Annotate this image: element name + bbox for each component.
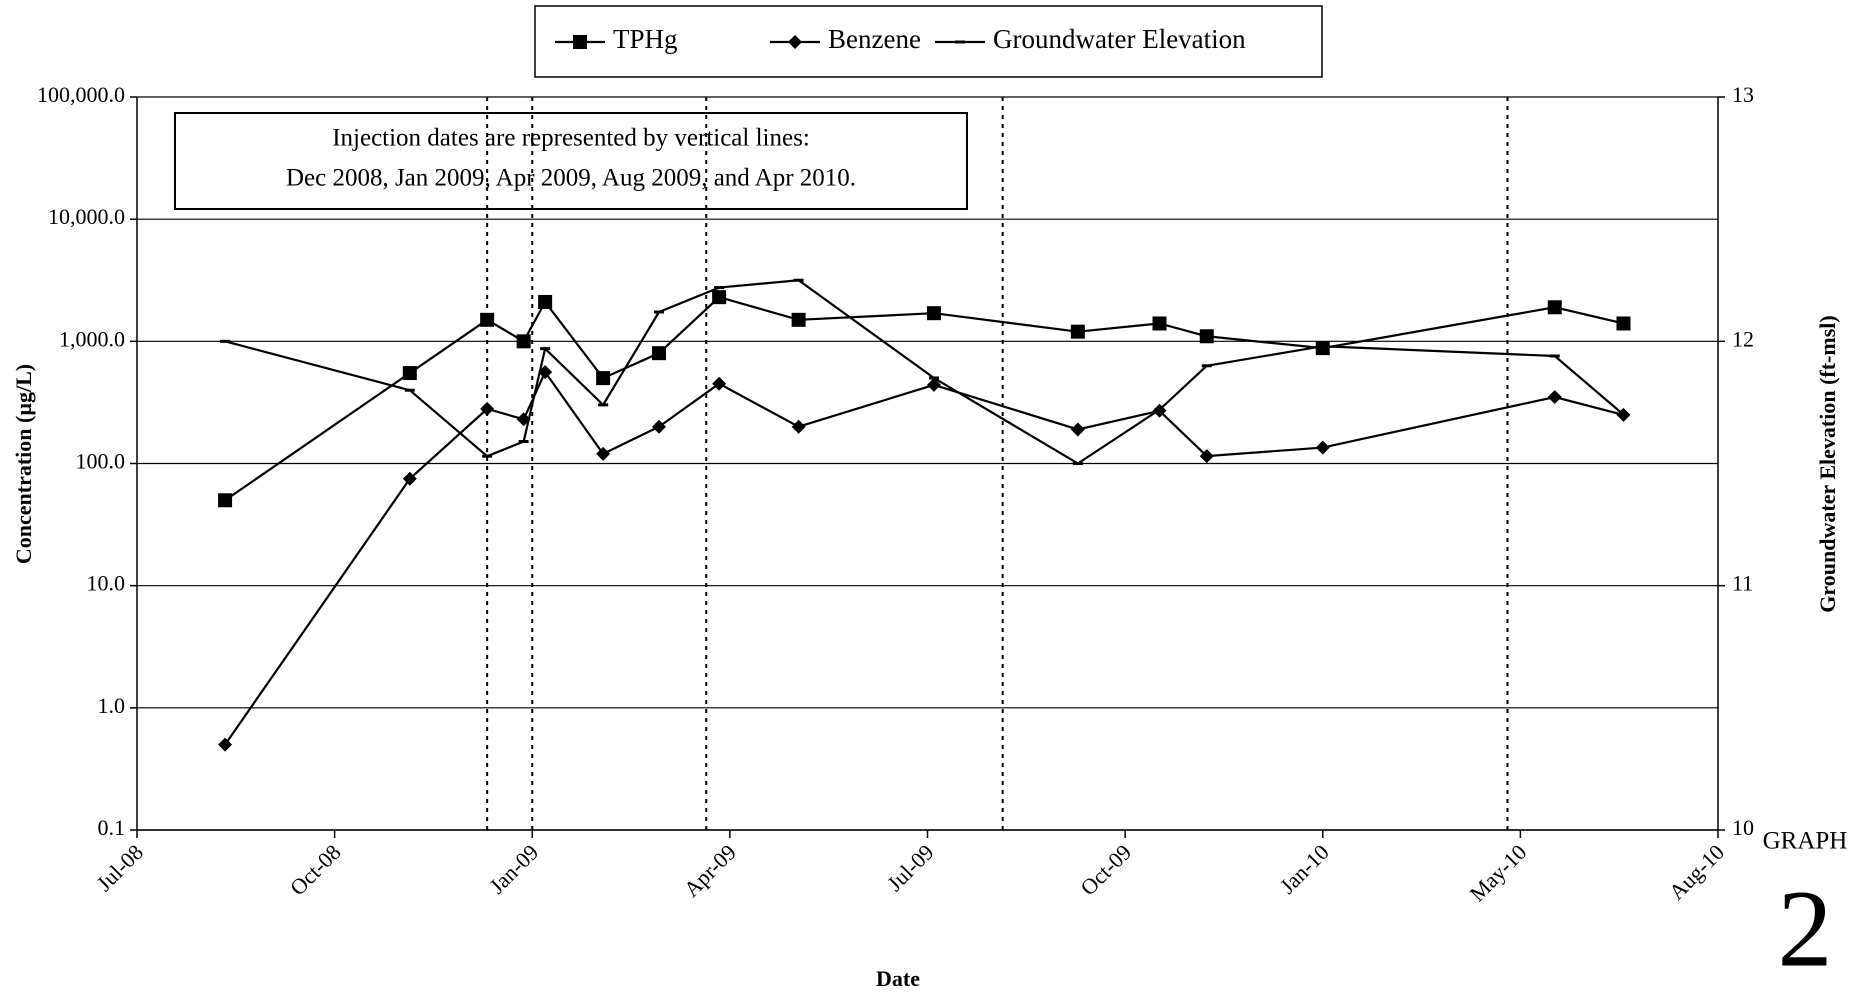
marker <box>1315 341 1330 356</box>
marker <box>518 440 529 444</box>
marker <box>1199 449 1214 464</box>
marker <box>1199 329 1214 344</box>
marker <box>218 737 233 752</box>
y2-tick-label: 10 <box>1732 815 1754 840</box>
marker <box>791 419 806 434</box>
marker <box>1549 354 1560 358</box>
legend-label: Benzene <box>828 24 921 54</box>
y-tick-label: 10.0 <box>87 571 126 596</box>
marker <box>218 493 233 508</box>
marker <box>596 371 611 386</box>
marker <box>1315 440 1330 455</box>
graph-number: 2 <box>1778 867 1833 989</box>
marker <box>540 347 551 351</box>
marker <box>793 278 804 282</box>
marker <box>926 377 941 392</box>
marker <box>402 471 417 486</box>
x-tick-label: Apr-09 <box>679 839 741 901</box>
marker <box>788 35 802 49</box>
y2-tick-label: 13 <box>1732 82 1754 107</box>
marker <box>1152 316 1167 331</box>
x-axis-label: Date <box>876 966 920 991</box>
x-tick-label: Oct-08 <box>285 839 346 900</box>
y2-axis-label: Groundwater Elevation (ft-msl) <box>1815 315 1840 612</box>
x-tick-label: Aug-10 <box>1664 839 1729 904</box>
series-line <box>224 295 1624 502</box>
marker <box>516 334 531 349</box>
marker <box>651 346 666 361</box>
marker <box>714 286 725 290</box>
x-tick-label: Jan-09 <box>484 839 543 898</box>
y-tick-label: 100,000.0 <box>37 82 125 107</box>
marker <box>1618 413 1629 417</box>
marker <box>220 339 231 343</box>
marker <box>651 419 666 434</box>
marker <box>1070 422 1085 437</box>
legend-box <box>534 5 1323 78</box>
y2-tick-label: 11 <box>1732 571 1753 596</box>
marker <box>538 294 553 309</box>
marker <box>480 401 495 416</box>
annotation-line: Injection dates are represented by verti… <box>332 125 810 152</box>
series-line <box>224 369 1624 746</box>
marker <box>596 446 611 461</box>
marker <box>1317 344 1328 348</box>
y2-tick-label: 12 <box>1732 326 1754 351</box>
marker <box>1072 462 1083 465</box>
x-tick-label: Jul-08 <box>92 839 149 896</box>
x-tick-label: Jul-09 <box>882 839 939 896</box>
marker <box>928 376 939 380</box>
y-tick-label: 10,000.0 <box>48 204 125 229</box>
marker <box>404 388 415 392</box>
y-tick-label: 100.0 <box>76 449 126 474</box>
x-tick-label: May-10 <box>1465 839 1532 906</box>
marker <box>598 403 609 407</box>
marker <box>712 376 727 391</box>
x-tick-label: Oct-09 <box>1075 839 1136 900</box>
marker <box>1201 364 1212 368</box>
y-tick-label: 0.1 <box>98 815 126 840</box>
x-tick-label: Jan-10 <box>1275 839 1334 898</box>
marker <box>712 290 727 305</box>
y-axis-label: Concentration (µg/L) <box>11 364 36 564</box>
marker <box>402 366 417 381</box>
legend-label: TPHg <box>613 24 678 54</box>
marker <box>1070 324 1085 339</box>
y-tick-label: 1,000.0 <box>59 326 125 351</box>
marker <box>1154 408 1165 412</box>
marker <box>653 310 664 314</box>
marker <box>1547 300 1562 315</box>
marker <box>1547 390 1562 405</box>
y-tick-label: 1.0 <box>98 693 126 718</box>
marker <box>955 40 965 44</box>
marker <box>480 312 495 327</box>
legend-label: Groundwater Elevation <box>993 24 1246 54</box>
marker <box>573 35 587 49</box>
marker <box>926 306 941 321</box>
corner-label: GRAPH <box>1763 828 1848 855</box>
marker <box>791 312 806 327</box>
annotation-line: Dec 2008, Jan 2009, Apr 2009, Aug 2009, … <box>286 165 856 192</box>
annotation-box <box>174 112 968 210</box>
series-line <box>224 279 1625 465</box>
marker <box>1616 316 1631 331</box>
marker <box>482 454 493 458</box>
